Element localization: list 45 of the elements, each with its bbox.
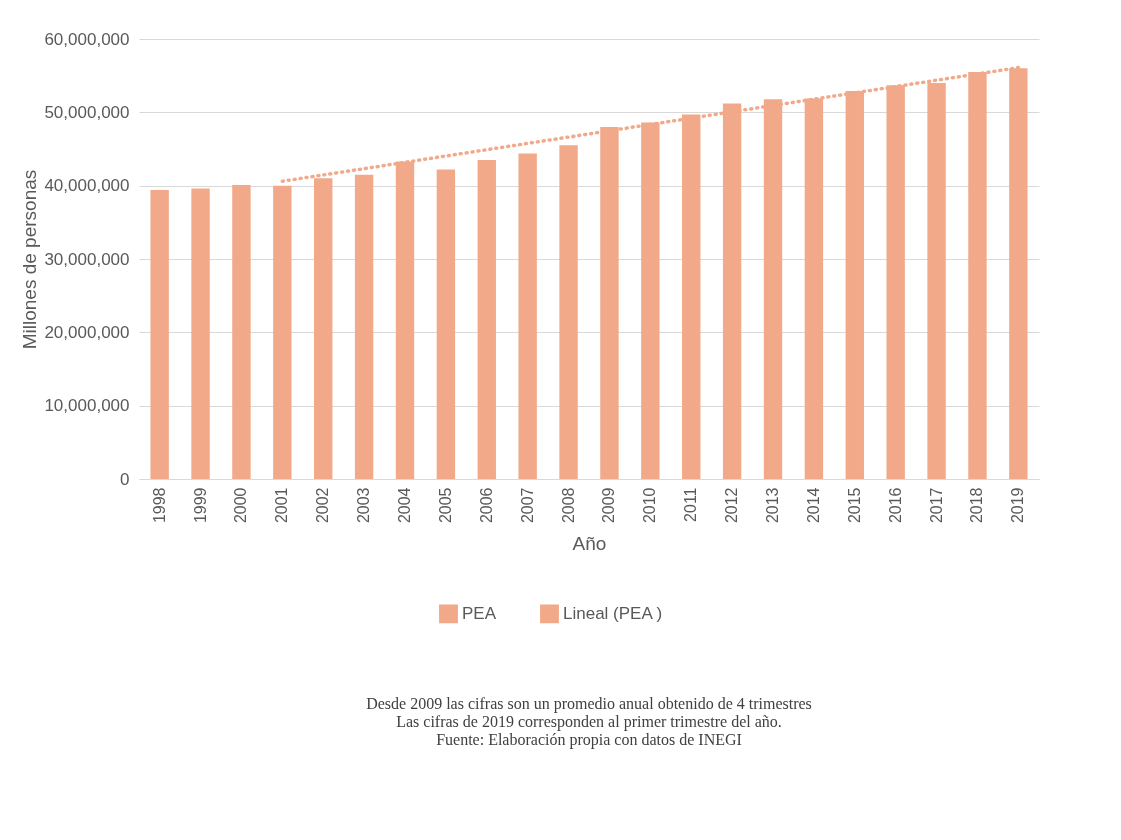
legend-label: Lineal (PEA ) [563,603,663,623]
x-tick-label: 2006 [477,487,495,524]
x-tick-label: 2014 [804,487,822,524]
text: Desde 2009 las cifras son un promedio anual obtenido de 4 trimestres [366,695,812,713]
x-tick-label: 2011 [682,487,700,522]
x-tick-label: 2001 [273,487,291,524]
bar [436,169,456,479]
x-tick-label: 2010 [641,487,659,524]
bar [150,190,169,479]
bar [191,188,210,479]
bar [232,184,251,479]
y-tick-label: 40,000,000 [44,176,130,196]
x-axis-title: Año [572,533,607,555]
y-tick-label: 50,000,000 [44,102,130,122]
x-tick-label: 1998 [150,487,168,524]
bar [559,145,578,479]
y-tick-label: 30,000,000 [44,249,130,269]
x-tick-label: 2019 [1009,487,1027,524]
x-tick-label: 2000 [232,487,250,524]
y-tick-label: 60,000,000 [44,29,130,49]
x-tick-label: 2012 [723,487,741,524]
x-tick-label: 2008 [559,487,577,524]
x-tick-label: 2009 [600,487,618,524]
y-axis-title: Millones de personas [19,169,41,350]
text: Las cifras de 2019 corresponden al primer trimestre del año. [396,713,782,731]
x-tick-label: 2015 [845,487,863,524]
x-tick-label: 2016 [886,487,904,524]
y-tick-label: 0 [120,469,130,489]
legend-label: PEA [462,603,497,623]
bar [354,174,374,479]
x-tick-label: 2017 [927,487,945,524]
x-tick-label: 2018 [968,487,986,524]
y-tick-label: 20,000,000 [44,322,130,342]
x-tick-label: 2005 [436,487,454,524]
y-tick-label: 10,000,000 [44,396,130,416]
bar [518,153,537,479]
source-note: Fuente: Elaboración propia con datos de INEGI [436,731,742,749]
x-tick-label: 2013 [764,487,782,524]
bar [477,160,496,479]
x-tick-label: 2007 [518,487,536,524]
x-tick-label: 2003 [355,487,373,524]
x-tick-label: 1999 [191,487,209,524]
x-tick-label: 2004 [395,487,413,524]
bar [273,185,292,479]
x-tick-label: 2002 [314,487,332,524]
